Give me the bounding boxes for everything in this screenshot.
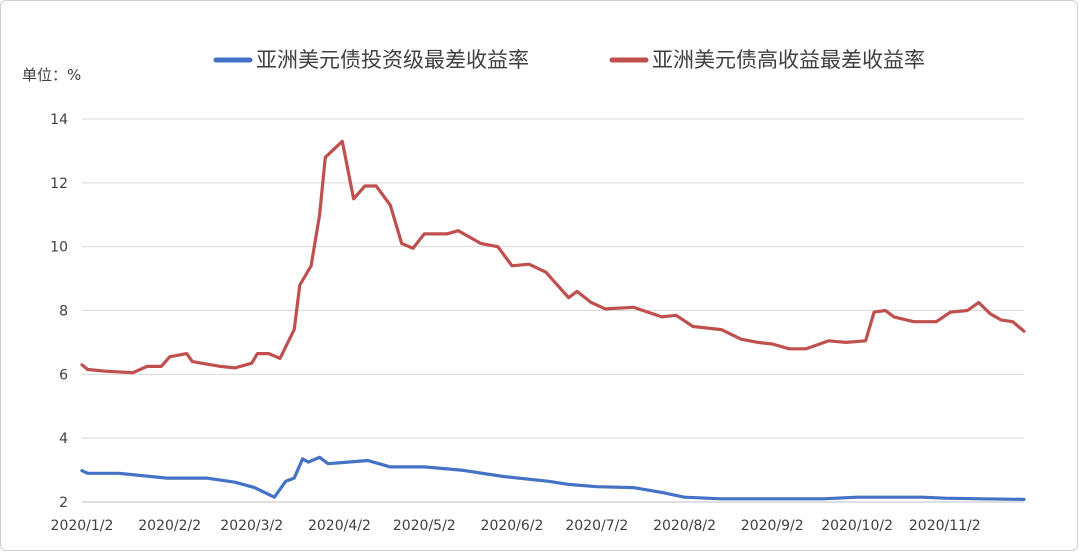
x-tick-label: 2020/10/2 — [821, 518, 893, 534]
y-tick-label: 12 — [50, 176, 68, 192]
y-tick-label: 4 — [59, 431, 68, 447]
legend-label-high-yield: 亚洲美元债高收益最差收益率 — [652, 48, 925, 72]
y-tick-label: 8 — [59, 304, 68, 320]
legend-item-investment-grade: 亚洲美元债投资级最差收益率 — [213, 48, 529, 72]
y-tick-label: 14 — [50, 112, 68, 128]
y-axis-unit-label: 单位：% — [22, 66, 81, 84]
legend-label-investment-grade: 亚洲美元债投资级最差收益率 — [256, 48, 529, 72]
y-axis-tick-labels: 2 4 6 8 10 12 14 — [50, 112, 68, 511]
series-line-investment-grade — [80, 455, 1026, 501]
series-line-high-yield — [80, 139, 1026, 375]
x-tick-label: 2020/9/2 — [741, 518, 804, 534]
x-tick-label: 2020/6/2 — [481, 518, 544, 534]
gridlines — [82, 118, 1024, 503]
legend-item-high-yield: 亚洲美元债高收益最差收益率 — [609, 48, 925, 72]
x-tick-label: 2020/11/2 — [909, 518, 981, 534]
x-tick-label: 2020/4/2 — [308, 518, 371, 534]
y-tick-label: 10 — [50, 240, 68, 256]
series-lines — [80, 139, 1026, 501]
x-tick-label: 2020/5/2 — [393, 518, 456, 534]
legend: 亚洲美元债投资级最差收益率 亚洲美元债高收益最差收益率 — [213, 48, 925, 72]
x-tick-label: 2020/1/2 — [51, 518, 114, 534]
x-tick-label: 2020/7/2 — [565, 518, 628, 534]
y-tick-label: 2 — [59, 495, 68, 511]
x-tick-label: 2020/3/2 — [220, 518, 283, 534]
y-tick-label: 6 — [59, 367, 68, 383]
x-tick-label: 2020/2/2 — [138, 518, 201, 534]
x-tick-label: 2020/8/2 — [653, 518, 716, 534]
x-axis-tick-labels: 2020/1/2 2020/2/2 2020/3/2 2020/4/2 2020/5/2… — [51, 518, 981, 534]
